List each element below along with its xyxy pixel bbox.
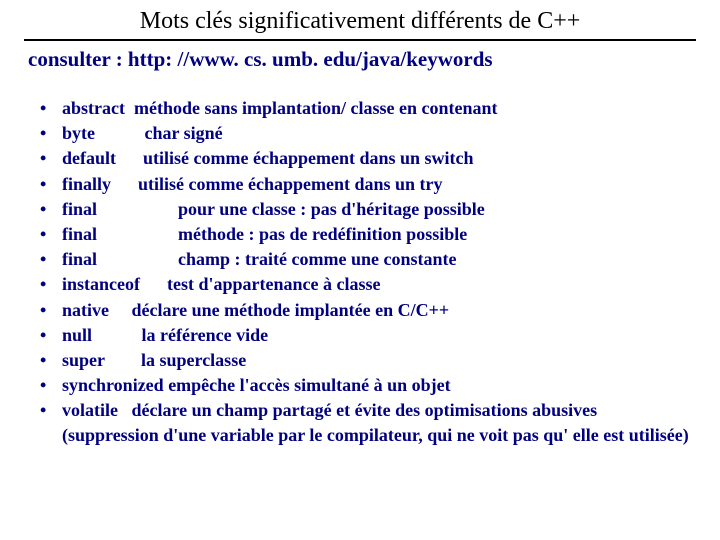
keyword-text: null xyxy=(62,325,92,345)
list-item: instanceof test d'appartenance à classe xyxy=(32,272,696,297)
list-item: synchronized empêche l'accès simultané à… xyxy=(32,373,696,398)
list-item: byte char signé xyxy=(32,121,696,146)
description-text: pour une classe : pas d'héritage possibl… xyxy=(178,199,485,219)
keyword-text: finally xyxy=(62,174,111,194)
list-item: null la référence vide xyxy=(32,323,696,348)
list-item: finally utilisé comme échappement dans u… xyxy=(32,172,696,197)
keyword-text: synchronized xyxy=(62,375,164,395)
description-text: méthode : pas de redéfinition possible xyxy=(178,224,467,244)
keyword-text: final xyxy=(62,199,97,219)
description-text: test d'appartenance à classe xyxy=(167,274,380,294)
slide-subtitle: consulter : http: //www. cs. umb. edu/ja… xyxy=(28,47,696,72)
keyword-text: default xyxy=(62,148,116,168)
description-text: la superclasse xyxy=(141,350,246,370)
description-text: utilisé comme échappement dans un switch xyxy=(143,148,474,168)
list-item: final champ : traité comme une constante xyxy=(32,247,696,272)
list-item: final pour une classe : pas d'héritage p… xyxy=(32,197,696,222)
keyword-text: volatile xyxy=(62,400,118,420)
description-text: char signé xyxy=(145,123,223,143)
keyword-text: super xyxy=(62,350,105,370)
list-item: default utilisé comme échappement dans u… xyxy=(32,146,696,171)
keyword-text: byte xyxy=(62,123,95,143)
keyword-text: abstract xyxy=(62,98,125,118)
list-item: abstract méthode sans implantation/ clas… xyxy=(32,96,696,121)
description-text: empêche l'accès simultané à un objet xyxy=(168,375,450,395)
description-text: champ : traité comme une constante xyxy=(178,249,456,269)
description-text: méthode sans implantation/ classe en con… xyxy=(134,98,498,118)
keyword-text: instanceof xyxy=(62,274,140,294)
list-item: native déclare une méthode implantée en … xyxy=(32,298,696,323)
list-item: final méthode : pas de redéfinition poss… xyxy=(32,222,696,247)
description-text: déclare une méthode implantée en C/C++ xyxy=(132,300,450,320)
slide-title: Mots clés significativement différents d… xyxy=(24,8,696,41)
list-item: super la superclasse xyxy=(32,348,696,373)
list-item: volatile déclare un champ partagé et évi… xyxy=(32,398,696,448)
keyword-text: final xyxy=(62,249,97,269)
keyword-text: native xyxy=(62,300,109,320)
keyword-list: abstract méthode sans implantation/ clas… xyxy=(32,96,696,449)
description-text: déclare un champ partagé et évite des op… xyxy=(62,400,689,445)
description-text: la référence vide xyxy=(142,325,269,345)
keyword-text: final xyxy=(62,224,97,244)
description-text: utilisé comme échappement dans un try xyxy=(138,174,443,194)
